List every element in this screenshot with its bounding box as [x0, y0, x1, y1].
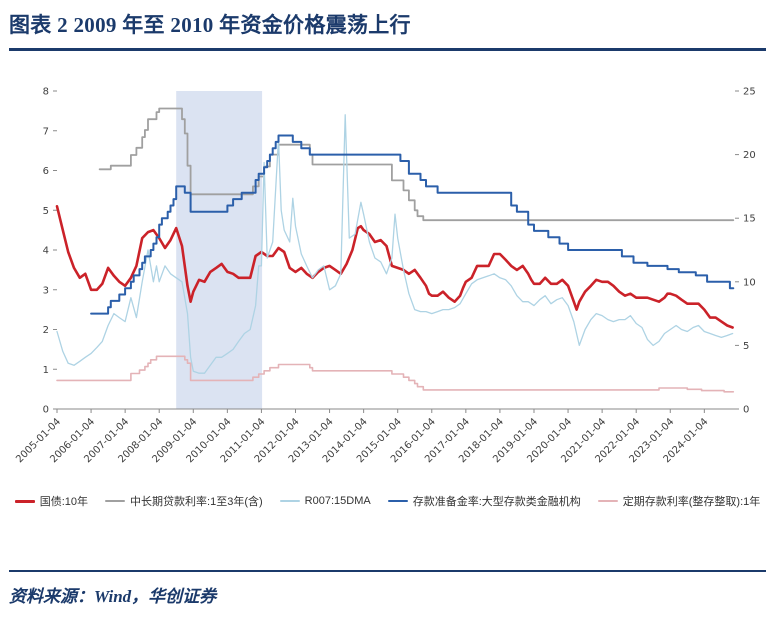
y-right-tick-label: 0: [743, 405, 749, 416]
y-left-tick-label: 7: [43, 127, 49, 138]
spacer: [0, 509, 775, 570]
legend-line-swatch: [105, 500, 126, 503]
source-note: 资料来源：Wind，华创证券: [9, 587, 217, 606]
legend-line-swatch: [14, 499, 35, 503]
y-left-tick-label: 3: [43, 286, 49, 297]
series-line-2: [56, 114, 734, 375]
y-left-tick-label: 0: [43, 405, 49, 416]
series-line-1: [98, 107, 735, 222]
y-right-tick-label: 15: [743, 214, 756, 225]
chart-legend: 国债:10年 中长期贷款利率:1至3年(含) R007:15DMA 存款准备金率:大型…: [0, 493, 775, 509]
legend-line-swatch: [597, 500, 618, 503]
series-lines: [55, 107, 735, 393]
legend-label: 存款准备金率:大型存款类金融机构: [412, 496, 581, 509]
legend-item: 国债:10年: [14, 493, 89, 509]
y-right-tick-label: 25: [743, 87, 756, 98]
x-axis: 2005-01-042006-01-042007-01-042008-01-04…: [14, 408, 735, 466]
footer-divider: [9, 570, 766, 572]
y-right-tick-label: 5: [743, 341, 749, 352]
y-left-tick-label: 4: [43, 246, 49, 257]
series-line-3: [90, 134, 735, 315]
y-left-tick-label: 8: [43, 87, 49, 98]
legend-line-swatch: [279, 500, 300, 503]
highlight-band: [176, 91, 263, 410]
legend-item: 定期存款利率(整存整取):1年: [597, 493, 761, 509]
legend-line-swatch: [387, 500, 408, 503]
legend-item: 存款准备金率:大型存款类金融机构: [387, 493, 581, 509]
y-right-tick-label: 20: [743, 150, 756, 161]
y-left-tick-label: 6: [43, 166, 49, 177]
series-line-4: [56, 355, 735, 393]
figure-title: 图表 2 2009 年至 2010 年资金价格震荡上行: [9, 13, 411, 37]
legend-label: 中长期贷款利率:1至3年(含): [130, 496, 263, 509]
y-left-tick-label: 1: [43, 365, 49, 376]
legend-label: R007:15DMA: [304, 495, 371, 508]
y-axis-left: 0 1 2 3 4 5 6 7 8: [43, 87, 57, 416]
y-axis-right: 0 5 10 15 20 25: [735, 87, 756, 416]
y-left-tick-label: 5: [43, 206, 49, 217]
legend-label: 国债:10年: [39, 496, 89, 509]
y-left-tick-label: 2: [43, 325, 49, 336]
line-chart: 0 1 2 3 4 5 6 7 8 0 5 10 15 20 25 2005-01-042006-01-042…: [14, 87, 756, 466]
legend-item: R007:15DMA: [279, 495, 371, 508]
legend-item: 中长期贷款利率:1至3年(含): [105, 493, 263, 509]
legend-label: 定期存款利率(整存整取):1年: [622, 496, 761, 509]
chart-area: 0 1 2 3 4 5 6 7 8 0 5 10 15 20 25 2005-01-04 2006-01-04 2…: [0, 51, 775, 509]
y-right-tick-label: 10: [743, 278, 756, 289]
title-divider: [9, 48, 766, 52]
